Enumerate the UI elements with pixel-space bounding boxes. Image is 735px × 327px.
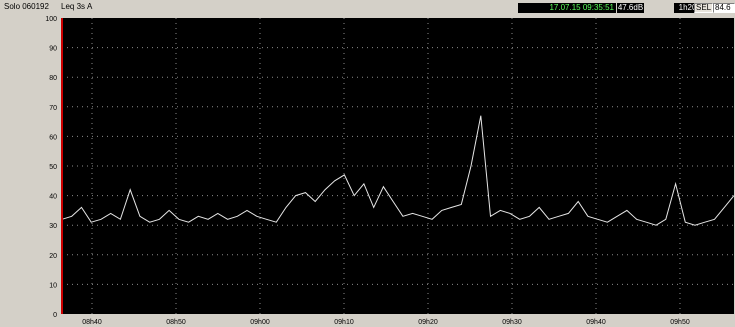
metric-label: Leq 3s: [61, 2, 86, 11]
instrument-name: Solo 060192: [4, 2, 49, 11]
weighting-label: A: [87, 2, 93, 11]
y-tick-label: 10: [49, 282, 57, 289]
cursor-time-display: 17.07.15 09:35:51: [518, 3, 616, 13]
x-tick-label: 09h50: [670, 319, 690, 326]
x-tick-label: 08h50: [166, 319, 186, 326]
y-tick-label: 80: [49, 75, 57, 82]
x-tick-label: 09h30: [502, 319, 522, 326]
status-header: Solo 060192 Leq 3s A 17.07.15 09:35:51 4…: [0, 0, 735, 15]
sel-value: 84.6: [713, 3, 735, 13]
level-chart[interactable]: 0 10 20 30 40 50 60 70 80 90 100 08h40 08h50 09h00 09h…: [0, 15, 735, 327]
x-tick-label: 08h40: [82, 319, 102, 326]
y-tick-label: 40: [49, 194, 57, 201]
x-tick-label: 09h20: [418, 319, 438, 326]
x-tick-label: 09h00: [250, 319, 270, 326]
y-tick-label: 0: [53, 312, 57, 319]
y-tick-label: 100: [45, 16, 57, 23]
sel-label: SEL: [694, 3, 713, 13]
x-tick-label: 09h40: [586, 319, 606, 326]
cursor-value-display: 47.6dB: [617, 3, 644, 13]
x-tick-label: 09h10: [334, 319, 354, 326]
y-tick-label: 60: [49, 134, 57, 141]
y-tick-label: 30: [49, 223, 57, 230]
y-tick-label: 70: [49, 105, 57, 112]
level-series-line: [61, 115, 735, 226]
y-tick-label: 50: [49, 164, 57, 171]
y-tick-label: 20: [49, 253, 57, 260]
y-tick-label: 90: [49, 46, 57, 53]
